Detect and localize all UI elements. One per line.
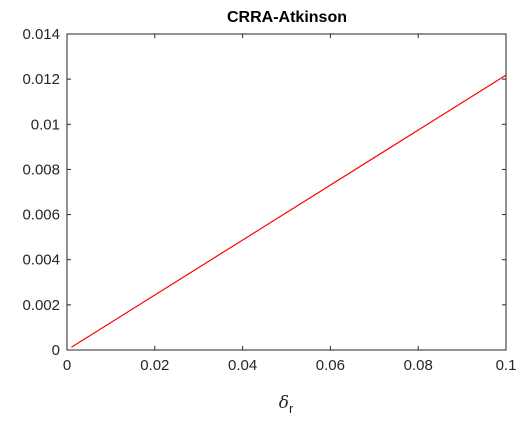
axes-box (66, 33, 507, 351)
y-tick-label: 0.014 (22, 26, 60, 43)
series-line (71, 74, 507, 348)
x-axis-ticks: 0 0.02 0.04 0.06 0.08 0.1 (63, 34, 517, 374)
plot-background (67, 34, 506, 350)
plot-area (66, 33, 507, 351)
y-tick-label: 0.004 (22, 252, 60, 269)
x-tick-label: 0.08 (404, 357, 433, 374)
x-axis-label-subscript: r (289, 401, 294, 416)
series-layer (71, 74, 507, 348)
x-tick-label: 0.06 (316, 357, 345, 374)
y-axis-ticks: 0 0.002 0.004 0.006 0.008 0.01 0.012 0.014 (22, 26, 506, 359)
x-tick-label: 0 (63, 357, 71, 374)
x-tick-label: 0.04 (228, 357, 257, 374)
x-axis-label-main: δ (279, 393, 289, 413)
y-tick-label: 0.002 (22, 297, 60, 314)
chart-title: CRRA-Atkinson (227, 9, 347, 26)
x-tick-label: 0.1 (496, 357, 517, 374)
y-tick-label: 0.01 (31, 116, 60, 133)
y-tick-label: 0 (52, 342, 60, 359)
x-axis-label: δr (279, 393, 294, 416)
y-tick-label: 0.006 (22, 207, 60, 224)
y-tick-label: 0.012 (22, 71, 60, 88)
y-tick-label: 0.008 (22, 161, 60, 178)
x-tick-label: 0.02 (140, 357, 169, 374)
